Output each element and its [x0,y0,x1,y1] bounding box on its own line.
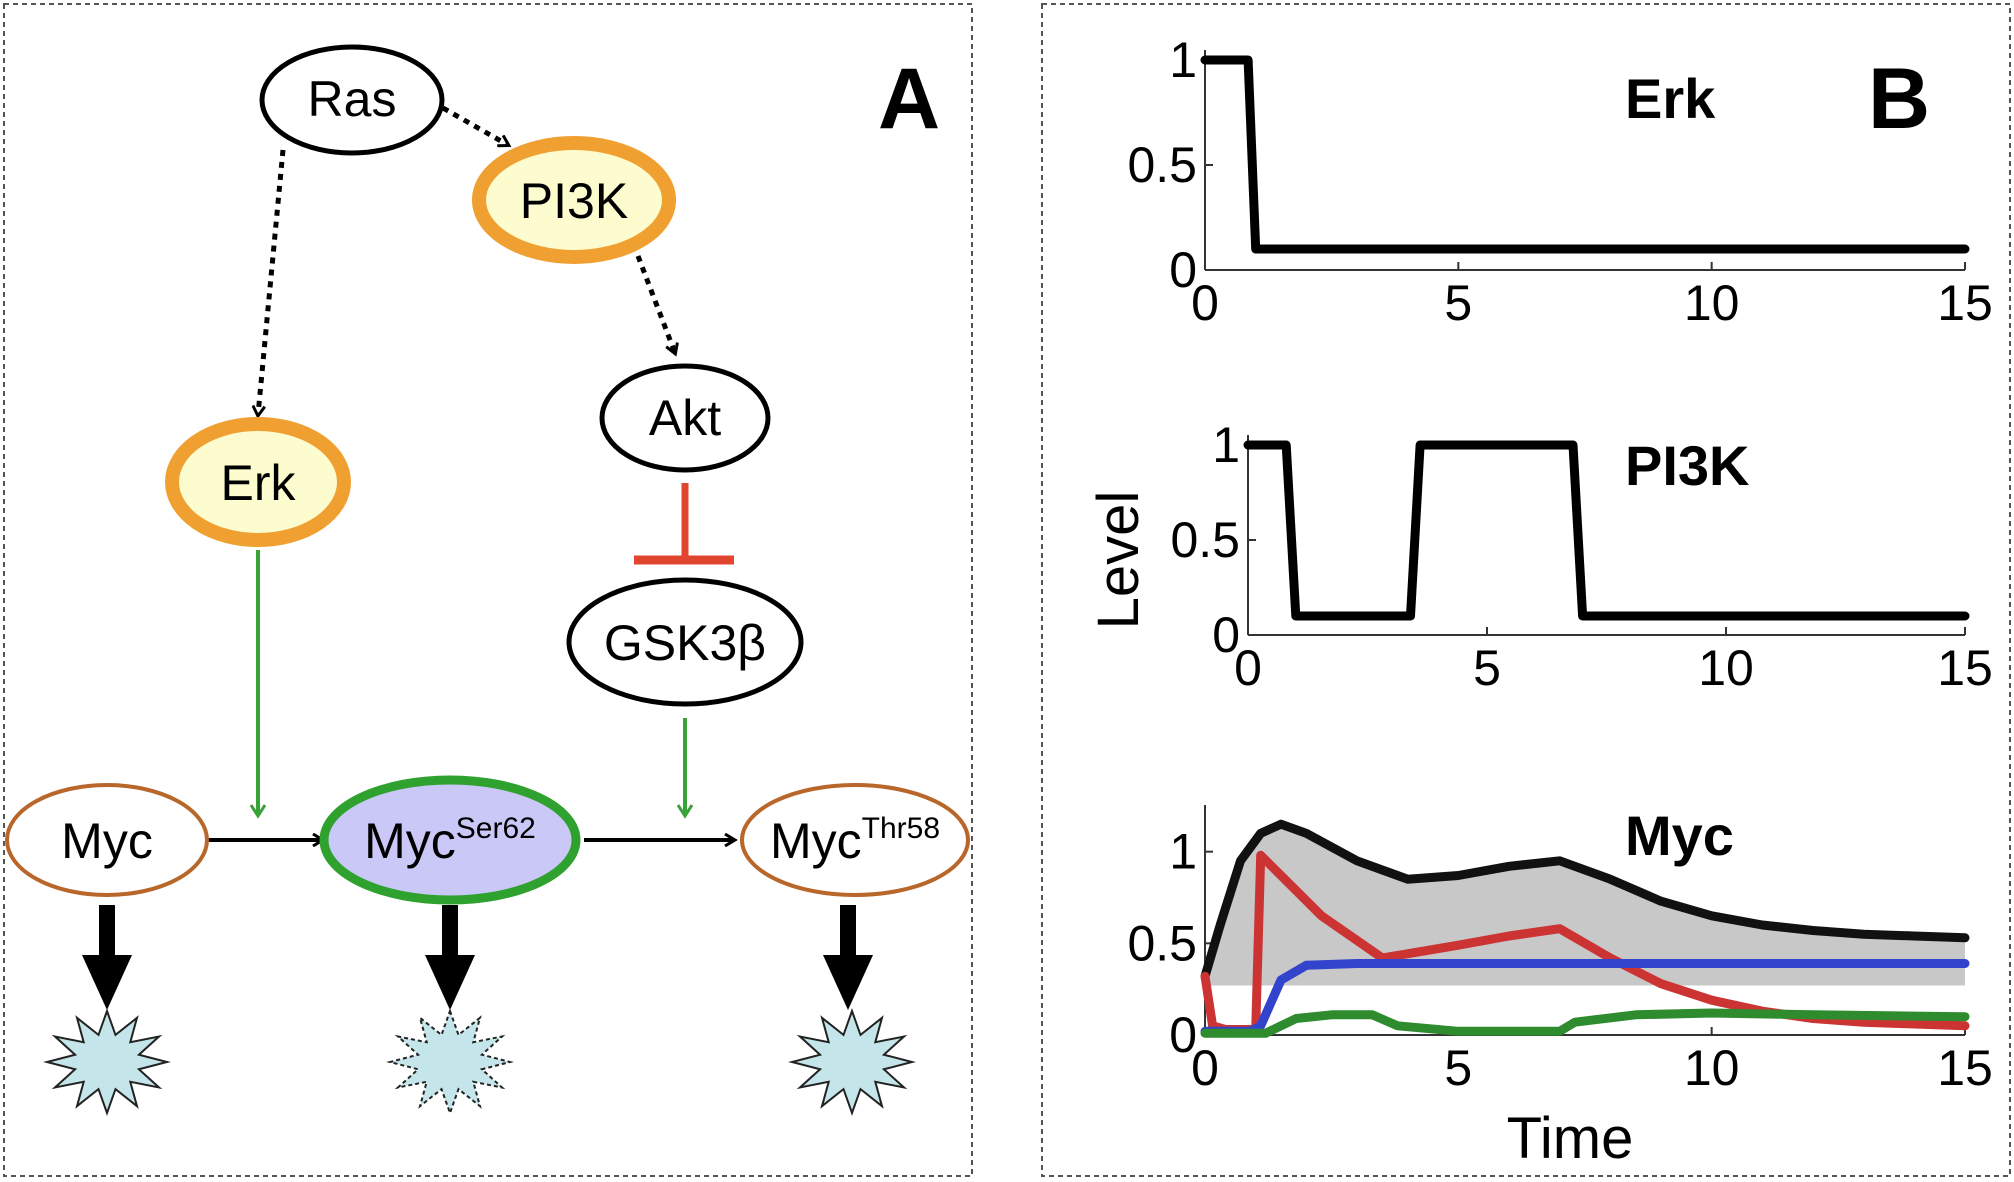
x-tick-label: 0 [1191,1040,1219,1096]
series-line-1 [1243,440,1970,621]
plot-erk: 0 5 10 15 0 0.5 1 Erk [1127,32,1992,331]
plot-title: Erk [1625,67,1716,130]
x-tick-label: 10 [1698,640,1754,696]
y-tick-label: 1 [1212,417,1240,473]
x-tick-label: 0 [1191,275,1219,331]
edge-ras-erk [258,149,286,415]
x-tick-label: 15 [1937,1040,1993,1096]
node-gsk3b-label: GSK3β [604,615,766,671]
node-pi3k: PI3K [472,136,676,264]
node-erk-label: Erk [221,455,297,511]
y-tick-label: 0 [1169,1007,1197,1063]
node-myc-label: Myc [61,813,153,869]
node-gsk3b: GSK3β [566,577,804,707]
node-myc-ser62: MycSer62 [319,775,581,905]
y-tick-label: 0.5 [1170,512,1240,568]
panel-a-border [3,3,973,1177]
myc-shaded-band [1205,824,1965,986]
degradation-arrow-thr58 [823,905,873,1010]
node-ras: Ras [259,44,445,156]
node-pi3k-label: PI3K [520,173,628,229]
y-tick-label: 0 [1169,242,1197,298]
x-tick-label: 15 [1937,275,1993,331]
degradation-arrow-myc [82,905,132,1010]
node-myc-thr58-label: MycThr58 [770,812,940,869]
series-line-1 [1200,819,1970,981]
x-axis-label: Time [1507,1106,1634,1171]
x-tick-label: 15 [1937,640,1993,696]
y-tick-label: 0.5 [1127,915,1197,971]
y-tick-label: 1 [1169,32,1197,88]
x-tick-label: 10 [1684,1040,1740,1096]
node-myc-ser62-label: MycSer62 [364,812,536,869]
degradation-arrow-ser62 [425,905,475,1010]
y-tick-label: 0 [1212,607,1240,663]
panel-b-border [1041,3,2011,1177]
node-erk: Erk [165,417,351,547]
y-axis-label: Level [1086,491,1151,630]
panel-a-label: A [878,51,940,147]
x-tick-label: 5 [1444,1040,1472,1096]
degradation-burst-ser62 [386,1008,514,1116]
node-myc: Myc [5,783,209,897]
node-myc-thr58: MycThr58 [740,783,970,897]
plot-title: Myc [1625,804,1734,867]
node-akt: Akt [599,363,771,473]
plot-pi3k: 0 5 10 15 0 0.5 1 PI3K [1170,417,1992,696]
x-tick-label: 0 [1234,640,1262,696]
edge-ras-pi3k [441,105,508,145]
node-akt-label: Akt [649,390,721,446]
panel-b-label: B [1868,51,1930,147]
panel-a: A Ras PI3K Akt Erk [5,44,970,1116]
plot-title: PI3K [1625,434,1750,497]
series-line-4 [1200,1008,1970,1038]
y-tick-label: 0.5 [1127,137,1197,193]
x-tick-label: 5 [1444,275,1472,331]
x-tick-label: 10 [1684,275,1740,331]
plot-myc: 0 5 10 15 0 0.5 1 Myc [1127,804,1992,1096]
degradation-burst-myc [43,1008,171,1116]
degradation-burst-thr58 [788,1008,916,1116]
edge-pi3k-akt [635,255,675,353]
y-tick-label: 1 [1169,824,1197,880]
x-tick-label: 5 [1473,640,1501,696]
node-ras-label: Ras [308,71,397,127]
series-line-1 [1200,55,1970,254]
